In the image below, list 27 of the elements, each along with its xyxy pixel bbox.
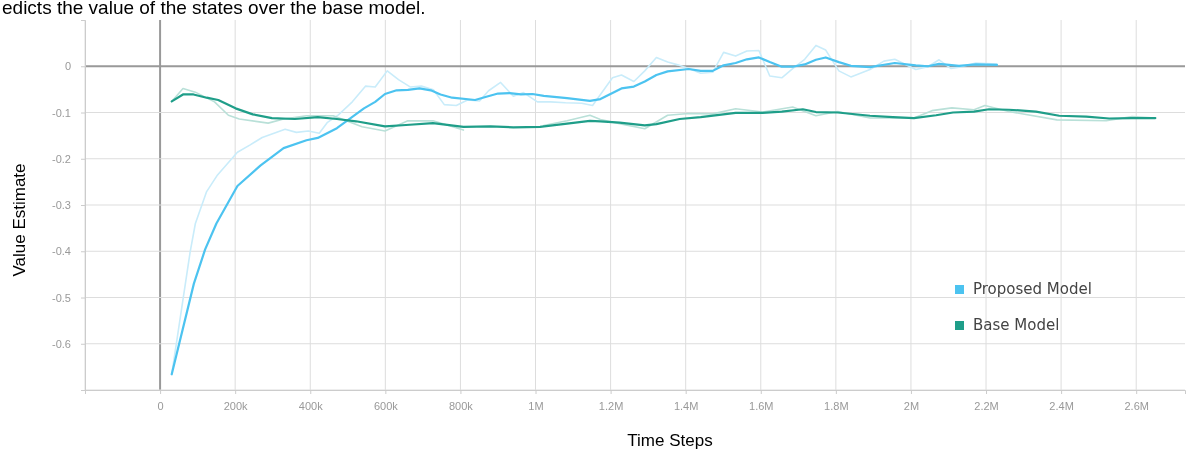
x-tick-label: 0 [157, 399, 164, 412]
x-tick-label: 2.6M [1124, 399, 1149, 412]
x-tick-label: 2.2M [974, 399, 999, 412]
x-tick-label: 2.4M [1049, 399, 1074, 412]
line-series [170, 93, 1157, 129]
legend-label: Proposed Model [973, 280, 1092, 298]
y-tick-label: -0.3 [52, 199, 71, 212]
y-tick-label: -0.4 [52, 245, 71, 258]
x-tick-label: 200k [223, 399, 249, 412]
x-tick-label: 1M [528, 399, 544, 412]
x-tick-label: 2M [903, 399, 920, 412]
y-tick-label: -0.6 [52, 337, 71, 350]
y-tick-label: 0 [64, 60, 71, 73]
x-axis-title: Time Steps [627, 431, 713, 450]
y-tick-label: -0.2 [52, 152, 71, 165]
text: edicts the value of the states over the base model. [2, 0, 426, 18]
y-axis-title: Value Estimate [10, 163, 29, 277]
x-tick-label: 1.2M [598, 399, 624, 412]
y-tick-label: -0.1 [52, 106, 71, 119]
y-tick-label: -0.5 [52, 291, 71, 304]
x-tick-label: 600k [373, 399, 399, 412]
x-tick-label: 1.8M [824, 399, 849, 412]
x-tick-label: 1.6M [749, 399, 774, 412]
x-tick-label: 400k [298, 399, 324, 412]
x-tick-label: 800k [449, 399, 474, 412]
legend-label: Base Model [973, 316, 1060, 334]
x-tick-label: 1.4M [673, 399, 699, 412]
